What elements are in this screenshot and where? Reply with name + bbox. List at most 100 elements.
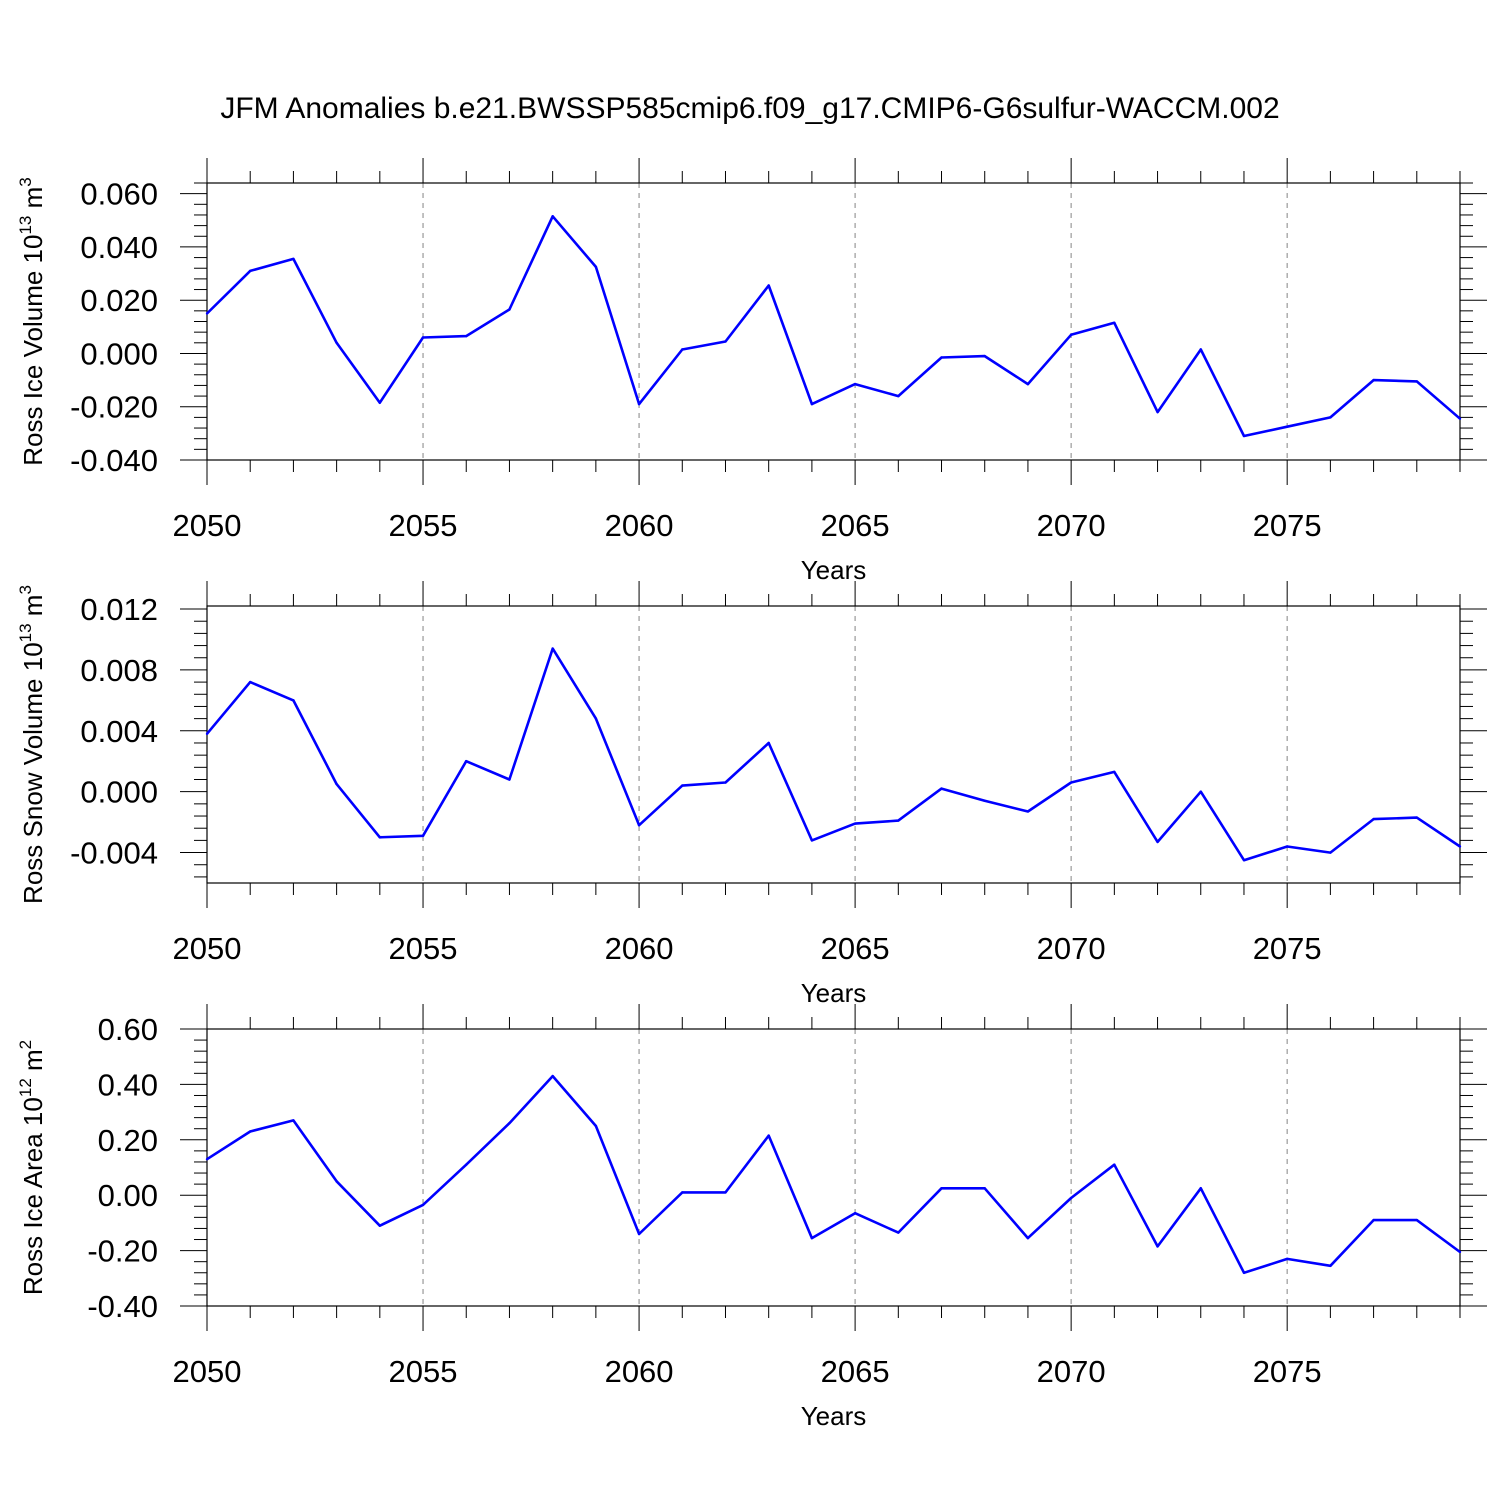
x-tick-label: 2070 [1037, 508, 1106, 543]
data-point [465, 334, 468, 338]
data-point [853, 822, 857, 825]
data-point [1156, 840, 1159, 844]
x-axis-label: Years [801, 1401, 867, 1431]
y-tick-label: -0.020 [70, 390, 158, 425]
data-point [421, 834, 425, 838]
x-tick-label: 2050 [173, 508, 242, 543]
y-tick-label: 0.000 [80, 775, 158, 810]
data-point [1113, 1163, 1116, 1166]
data-point [1415, 380, 1418, 383]
data-point [1199, 348, 1202, 351]
x-tick-label: 2065 [821, 508, 890, 543]
data-point [205, 1157, 209, 1161]
data-point [1156, 410, 1159, 414]
plot-frame [206, 605, 1461, 884]
data-point [1372, 378, 1375, 382]
data-point [1026, 1236, 1030, 1240]
data-point [724, 781, 727, 784]
data-point [378, 836, 382, 839]
data-point [1069, 1196, 1073, 1200]
data-point [249, 680, 252, 684]
x-tick-label: 2060 [605, 931, 674, 966]
x-tick-label: 2055 [389, 931, 458, 966]
data-point [1113, 770, 1116, 774]
data-point [1329, 1264, 1332, 1268]
panel-1: 0.060 0.040 0.020 0.000 -0.020 -0.040 2050 2055… [16, 158, 1487, 585]
data-point [810, 839, 814, 842]
y-tick-label: 0.60 [98, 1012, 158, 1047]
y-tick-label: 0.20 [98, 1123, 158, 1158]
x-axis-label: Years [801, 555, 867, 585]
series-line [206, 1074, 1461, 1275]
data-point [594, 265, 598, 269]
y-tick-label: 0.40 [98, 1067, 158, 1102]
data-point [594, 1124, 598, 1128]
data-point [940, 787, 943, 790]
data-point [205, 312, 209, 315]
data-point [1329, 851, 1332, 854]
data-point [1242, 434, 1246, 438]
y-tick-label: -0.40 [87, 1289, 158, 1324]
data-point [292, 699, 295, 702]
data-point [378, 401, 382, 404]
y-tick-label: 0.008 [80, 653, 158, 688]
data-point [594, 717, 598, 720]
panel-2: 0.012 0.008 0.004 0.000 -0.004 2050 2055 2060 20… [16, 581, 1487, 1008]
data-point [1242, 1271, 1246, 1274]
data-point [249, 269, 252, 273]
y-axis-label: Ross Ice Volume 1013 m3 [16, 177, 48, 466]
data-point [292, 1119, 295, 1122]
data-point [897, 394, 900, 398]
data-point [1372, 1218, 1375, 1222]
data-point [681, 348, 684, 351]
y-tick-label: -0.20 [87, 1234, 158, 1269]
y-tick-label: 0.00 [98, 1178, 158, 1213]
data-point [940, 1187, 943, 1190]
data-point [421, 336, 425, 339]
data-point [465, 760, 468, 763]
series-line [206, 215, 1461, 438]
data-point [421, 1203, 425, 1207]
data-point [335, 1180, 338, 1183]
data-point [1069, 781, 1073, 784]
y-tick-label: 0.040 [80, 230, 158, 265]
panel-3: 0.60 0.40 0.20 0.00 -0.20 -0.40 2050 2055 2060 20… [16, 1004, 1487, 1431]
x-tick-label: 2075 [1253, 1354, 1322, 1389]
data-point [681, 784, 684, 787]
data-point [1458, 417, 1462, 420]
x-tick-label: 2060 [605, 1354, 674, 1389]
data-point [1026, 382, 1030, 386]
plot-frame [206, 1028, 1461, 1307]
x-tick-label: 2050 [173, 931, 242, 966]
series-line [206, 647, 1461, 862]
data-point [853, 382, 857, 386]
x-tick-label: 2070 [1037, 1354, 1106, 1389]
data-point [767, 741, 770, 745]
data-point [1458, 1250, 1462, 1254]
data-point [551, 215, 554, 218]
data-point [205, 732, 209, 736]
y-tick-label: 0.012 [80, 592, 158, 627]
data-point [1415, 1218, 1418, 1222]
x-axis-label: Years [801, 978, 867, 1008]
data-point [551, 647, 554, 650]
data-point [681, 1191, 684, 1194]
y-tick-label: -0.004 [70, 836, 158, 871]
data-point [292, 257, 295, 261]
data-point [335, 782, 338, 786]
data-point [637, 823, 641, 827]
x-tick-label: 2075 [1253, 508, 1322, 543]
y-tick-label: 0.004 [80, 714, 158, 749]
data-point [1069, 333, 1073, 337]
x-tick-label: 2065 [821, 931, 890, 966]
y-axis-label: Ross Snow Volume 1013 m3 [16, 585, 48, 904]
data-point [724, 1191, 727, 1194]
data-point [940, 356, 943, 359]
data-point [983, 799, 986, 803]
data-point [1372, 817, 1375, 821]
x-tick-label: 2065 [821, 1354, 890, 1389]
data-point [767, 1134, 770, 1137]
y-tick-label: 0.020 [80, 283, 158, 318]
data-point [465, 1163, 468, 1166]
x-tick-label: 2060 [605, 508, 674, 543]
